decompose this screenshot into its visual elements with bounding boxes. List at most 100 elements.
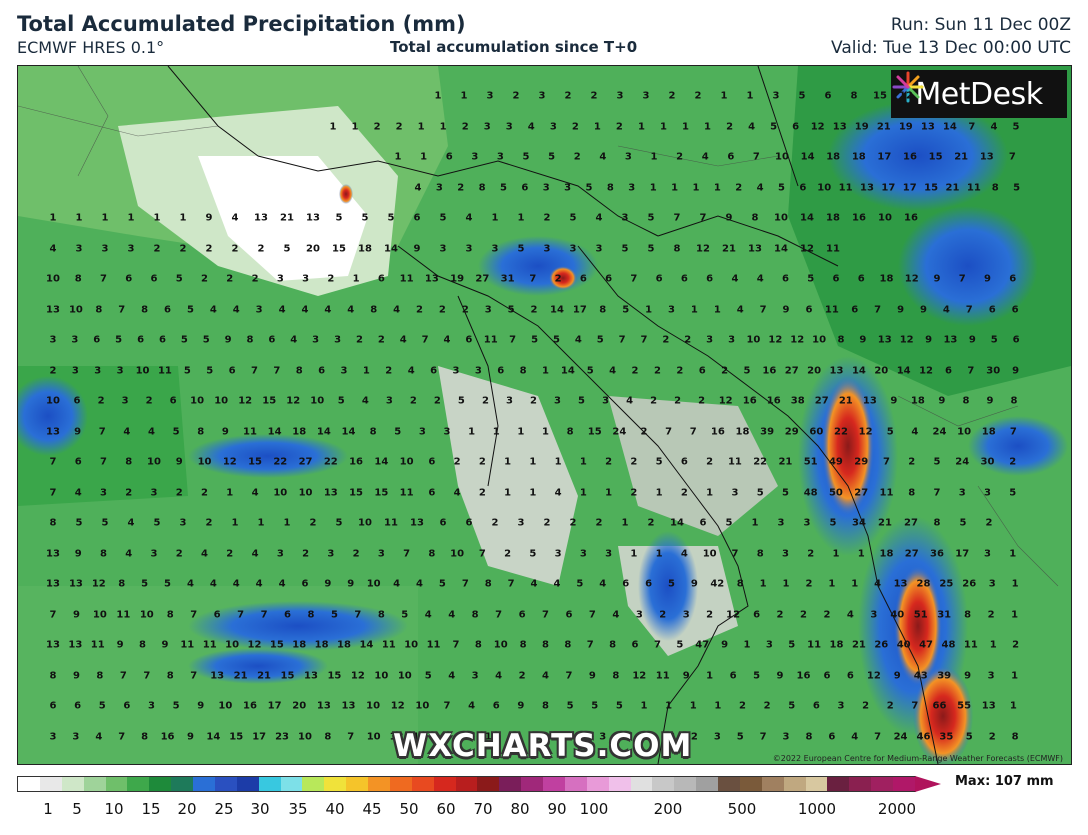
precip-value: 8 [141, 304, 149, 315]
precip-value: 6 [812, 700, 820, 712]
precip-value: 3 [621, 212, 629, 224]
precip-value: 13 [832, 121, 847, 132]
precip-value: 8 [100, 548, 107, 559]
precip-value: 20 [292, 700, 307, 712]
precip-value: 7 [49, 456, 57, 468]
precip-value: 8 [933, 517, 941, 529]
precip-value: 9 [224, 334, 232, 346]
precip-value: 5 [522, 151, 530, 163]
precip-value: 3 [988, 578, 996, 590]
precip-value: 2 [543, 517, 551, 529]
precip-value: 6 [655, 273, 663, 285]
precip-value: 5 [335, 212, 343, 224]
precip-value: 1 [759, 578, 767, 590]
precip-value: 2 [647, 517, 655, 529]
legend-tick-label: 15 [141, 800, 161, 818]
precip-value: 48 [941, 639, 956, 651]
precip-value: 5 [596, 334, 604, 346]
precip-value: 11 [879, 487, 894, 498]
precip-value: 7 [98, 426, 106, 437]
precip-value: 8 [471, 609, 479, 620]
precip-value: 6 [792, 121, 800, 132]
precip-value: 29 [854, 456, 869, 468]
precip-value: 4 [347, 304, 355, 315]
precip-value: 13 [46, 304, 60, 315]
precip-value: 4 [74, 487, 82, 498]
precip-value: 3 [517, 517, 525, 529]
precip-value: 2 [453, 456, 461, 468]
precip-value: 9 [925, 334, 933, 346]
precip-value: 4 [599, 151, 607, 163]
precip-value: 17 [902, 182, 917, 193]
precip-value: 5 [753, 670, 761, 681]
precip-value: 2 [201, 273, 209, 285]
precip-value: 1 [226, 487, 234, 498]
precip-value: 8 [141, 731, 149, 742]
precip-value: 6 [857, 273, 865, 285]
precip-value: 3 [628, 182, 636, 193]
precip-value: 3 [576, 731, 584, 742]
precip-value: 13 [979, 151, 994, 163]
precip-value: 17 [267, 700, 282, 712]
precip-value: 5 [990, 334, 998, 346]
precip-value: 1 [630, 548, 638, 559]
precip-value: 9 [776, 670, 784, 681]
precip-value: 11 [116, 609, 131, 620]
precip-value: 3 [49, 334, 57, 346]
precip-value: 7 [529, 273, 537, 285]
precip-value: 13 [46, 639, 60, 651]
precip-value: 7 [273, 365, 281, 376]
precip-value: 1 [645, 731, 653, 742]
precip-value: 16 [766, 395, 781, 407]
precip-value: 7 [461, 578, 469, 590]
precip-value: 5 [676, 639, 684, 651]
precip-value: 3 [837, 700, 845, 712]
precip-value: 7 [509, 334, 517, 346]
precip-value: 1 [655, 487, 663, 498]
legend-tick-label: 5 [72, 800, 82, 818]
precip-value: 21 [954, 151, 969, 163]
precip-value: 6 [497, 365, 505, 376]
precip-value: 12 [696, 243, 710, 254]
precip-value: 2 [674, 395, 682, 407]
precip-value: 8 [908, 487, 916, 498]
precip-value: 5 [788, 700, 796, 712]
legend-swatch [674, 777, 697, 791]
precip-value: 25 [939, 578, 954, 590]
precip-value: 4 [255, 578, 263, 590]
precip-value: 3 [777, 517, 785, 529]
precip-value: 10 [774, 212, 788, 224]
precip-value: 5 [507, 304, 515, 315]
precip-value: 10 [218, 700, 233, 712]
precip-value: 30 [986, 365, 1001, 376]
precip-value: 6 [125, 273, 133, 285]
precip-value: 13 [316, 700, 331, 712]
precip-value: 7 [759, 731, 767, 742]
precip-value: 2 [518, 670, 526, 681]
precip-value: 2 [776, 609, 784, 620]
precip-value: 10 [702, 548, 717, 559]
precip-value: 13 [46, 548, 60, 559]
precip-value: 4 [278, 304, 286, 315]
precip-value: 9 [72, 670, 80, 681]
precip-value: 22 [273, 456, 288, 468]
precip-value: 7 [1008, 151, 1016, 163]
precip-value: 3 [728, 334, 736, 346]
precip-value: 12 [91, 578, 106, 590]
precip-value: 2 [438, 304, 446, 315]
precip-value: 9 [221, 426, 229, 437]
precip-value: 7 [965, 304, 973, 315]
precip-value: 9 [782, 304, 790, 315]
precip-value: 8 [964, 609, 972, 620]
precip-value: 4 [95, 731, 103, 742]
precip-value: 10 [366, 578, 381, 590]
precip-value: 19 [898, 121, 913, 132]
precip-value: 19 [854, 121, 869, 132]
map-background [18, 66, 1071, 764]
precip-value: 10 [775, 151, 789, 163]
legend-swatch [718, 777, 740, 791]
precip-value: 12 [350, 670, 365, 681]
precip-value: 13 [829, 365, 844, 376]
precip-value: 4 [416, 578, 423, 590]
precip-value: 1 [351, 121, 359, 132]
